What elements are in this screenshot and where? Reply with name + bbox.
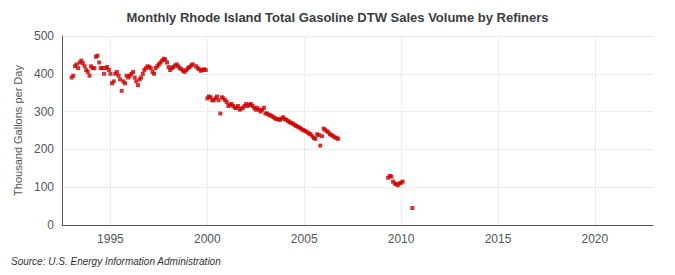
svg-text:1995: 1995 [97, 232, 124, 246]
svg-text:2010: 2010 [388, 232, 415, 246]
svg-text:Monthly Rhode Island Total Gas: Monthly Rhode Island Total Gasoline DTW … [126, 10, 548, 25]
svg-text:100: 100 [34, 180, 54, 194]
svg-text:2015: 2015 [485, 232, 512, 246]
svg-text:300: 300 [34, 105, 54, 119]
svg-text:0: 0 [47, 218, 54, 232]
svg-text:Thousand Gallons per Day: Thousand Gallons per Day [12, 65, 24, 196]
svg-text:2000: 2000 [194, 232, 221, 246]
svg-text:400: 400 [34, 67, 54, 81]
svg-text:2020: 2020 [582, 232, 609, 246]
svg-text:Source: U.S. Energy Informatio: Source: U.S. Energy Information Administ… [11, 256, 221, 267]
svg-text:2005: 2005 [291, 232, 318, 246]
svg-text:500: 500 [34, 29, 54, 43]
svg-text:200: 200 [34, 142, 54, 156]
